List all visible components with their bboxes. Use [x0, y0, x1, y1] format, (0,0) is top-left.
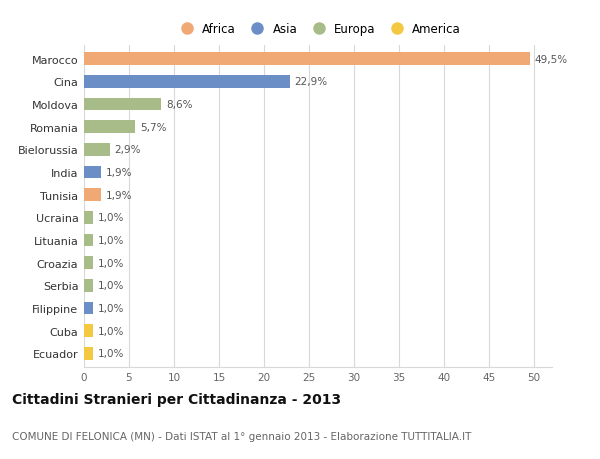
- Text: 1,0%: 1,0%: [98, 213, 124, 223]
- Bar: [84, 280, 93, 292]
- Text: COMUNE DI FELONICA (MN) - Dati ISTAT al 1° gennaio 2013 - Elaborazione TUTTITALI: COMUNE DI FELONICA (MN) - Dati ISTAT al …: [12, 431, 472, 441]
- Text: 1,0%: 1,0%: [98, 326, 124, 336]
- Text: 8,6%: 8,6%: [166, 100, 193, 110]
- Text: Cittadini Stranieri per Cittadinanza - 2013: Cittadini Stranieri per Cittadinanza - 2…: [12, 392, 341, 406]
- Bar: [84, 212, 93, 224]
- Text: 22,9%: 22,9%: [295, 77, 328, 87]
- Bar: [84, 53, 530, 66]
- Text: 1,9%: 1,9%: [106, 168, 132, 178]
- Bar: [84, 347, 93, 360]
- Bar: [84, 121, 136, 134]
- Bar: [84, 144, 110, 156]
- Text: 1,0%: 1,0%: [98, 349, 124, 358]
- Bar: [84, 76, 290, 88]
- Bar: [84, 257, 93, 269]
- Text: 1,0%: 1,0%: [98, 303, 124, 313]
- Text: 1,0%: 1,0%: [98, 281, 124, 291]
- Bar: [84, 99, 161, 111]
- Bar: [84, 325, 93, 337]
- Legend: Africa, Asia, Europa, America: Africa, Asia, Europa, America: [172, 20, 464, 39]
- Text: 49,5%: 49,5%: [534, 55, 567, 64]
- Text: 1,0%: 1,0%: [98, 258, 124, 268]
- Text: 1,0%: 1,0%: [98, 235, 124, 246]
- Bar: [84, 166, 101, 179]
- Bar: [84, 234, 93, 246]
- Bar: [84, 302, 93, 314]
- Text: 5,7%: 5,7%: [140, 123, 166, 132]
- Text: 1,9%: 1,9%: [106, 190, 132, 200]
- Text: 2,9%: 2,9%: [115, 145, 141, 155]
- Bar: [84, 189, 101, 202]
